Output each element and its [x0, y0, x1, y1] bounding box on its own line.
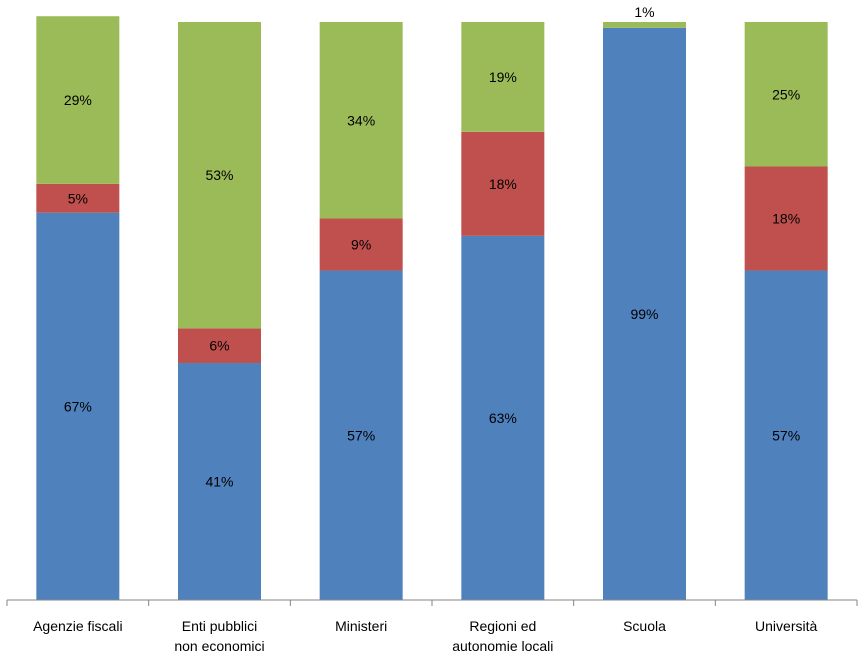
category-label-line-3-0: Regioni ed — [469, 618, 536, 634]
data-label-4-0: 99% — [630, 306, 658, 322]
category-label-3: Regioni ed autonomie locali — [452, 618, 553, 654]
data-label-2-2: 34% — [347, 112, 375, 128]
category-label-line-0-0: Agenzie fiscali — [33, 618, 123, 634]
data-label-3-0: 63% — [489, 410, 517, 426]
category-label-line-1-0: Enti pubblici — [182, 618, 258, 634]
bar-segment-4-2 — [603, 22, 686, 28]
data-label-0-0: 67% — [64, 398, 92, 414]
data-label-2-1: 9% — [351, 237, 371, 253]
category-label-5: Università — [755, 618, 817, 634]
category-label-line-4-0: Scuola — [623, 618, 666, 634]
category-label-4: Scuola — [623, 618, 666, 634]
data-label-3-2: 19% — [489, 69, 517, 85]
data-label-3-1: 18% — [489, 176, 517, 192]
category-labels-layer: Agenzie fiscali Enti pubblici non economic… — [33, 618, 817, 654]
data-labels-layer: 67% 5% 29% 41% 6% 53% 57% 9% 34% 63% 18% 19% 99% 1% 57… — [64, 4, 800, 490]
data-label-0-2: 29% — [64, 92, 92, 108]
data-label-2-0: 57% — [347, 427, 375, 443]
x-axis — [7, 600, 857, 606]
category-label-0: Agenzie fiscali — [33, 618, 123, 634]
data-label-1-1: 6% — [209, 338, 229, 354]
category-label-line-3-1: autonomie locali — [452, 638, 553, 654]
data-label-5-0: 57% — [772, 427, 800, 443]
category-label-1: Enti pubblici non economici — [174, 618, 264, 654]
category-label-line-5-0: Università — [755, 618, 817, 634]
category-label-line-2-0: Ministeri — [335, 618, 387, 634]
category-label-line-1-1: non economici — [174, 638, 264, 654]
category-label-2: Ministeri — [335, 618, 387, 634]
data-label-5-2: 25% — [772, 86, 800, 102]
bars-layer — [36, 16, 827, 600]
data-label-1-0: 41% — [205, 474, 233, 490]
data-label-4-2: 1% — [634, 4, 654, 20]
data-label-5-1: 18% — [772, 211, 800, 227]
data-label-1-2: 53% — [205, 167, 233, 183]
data-label-0-1: 5% — [68, 190, 88, 206]
